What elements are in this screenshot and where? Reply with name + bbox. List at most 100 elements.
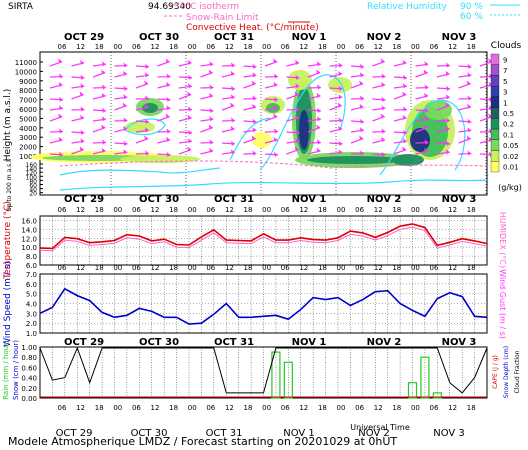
day-label: NOV 1 — [292, 337, 327, 348]
wind-barb-head — [122, 102, 127, 108]
hour-tick-label: 06 — [132, 404, 141, 412]
y-tick-label: 4.0 — [26, 301, 37, 309]
rain-bar — [420, 356, 430, 399]
wind-barb-head — [381, 81, 386, 87]
wind-barb-head — [424, 147, 429, 153]
colorbar-tick-label: 1 — [503, 99, 507, 107]
wind-barb-head — [445, 94, 450, 100]
wind-barb-head — [381, 73, 386, 79]
wind-barb-head — [58, 105, 63, 111]
hour-tick-label: 18 — [95, 206, 104, 214]
day-label-bottom: OCT 30 — [131, 428, 168, 439]
wind-barb-head — [187, 129, 192, 135]
wind-barb-head — [123, 125, 128, 131]
wind-barb-head — [251, 80, 256, 86]
wind-barb-head — [273, 73, 278, 79]
wind-barb-head — [467, 127, 472, 133]
wind-barb-head — [166, 105, 171, 111]
wind-barb-head — [187, 91, 192, 97]
hour-tick-label: 00 — [188, 264, 197, 272]
wind-barb-head — [58, 128, 63, 134]
day-label-bottom: NOV 2 — [358, 428, 390, 439]
hour-tick-label: 12 — [76, 264, 85, 272]
wind-barb-head — [144, 80, 149, 86]
isotherm-line — [59, 160, 488, 169]
wind-barb-head — [123, 117, 128, 123]
wind-barb-head — [101, 84, 106, 90]
rh-contour — [124, 118, 166, 136]
wind-barb-head — [359, 95, 364, 101]
day-label: NOV 1 — [292, 32, 327, 43]
day-label: NOV 3 — [442, 337, 477, 348]
wind-barb-head — [208, 124, 213, 130]
wind-barb-head — [166, 128, 171, 134]
wind-barb-head — [58, 96, 63, 102]
hour-tick-label: 18 — [467, 404, 476, 412]
hour-tick-label: 18 — [318, 264, 327, 272]
height-tick-label: 7000 — [19, 97, 37, 105]
hour-tick-label: 18 — [392, 43, 401, 51]
colorbar-tick-label: 7 — [503, 67, 507, 75]
hour-tick-label: 06 — [355, 404, 364, 412]
wind-barb-head — [381, 128, 386, 134]
cloud-blob — [288, 70, 312, 90]
wind-barb-head — [101, 107, 106, 113]
hour-tick-label: 06 — [281, 43, 290, 51]
wind-barb-head — [101, 69, 106, 75]
height-tick-label: 100 — [26, 174, 38, 181]
hour-tick-label: 12 — [374, 206, 383, 214]
wind-barb-head — [402, 114, 407, 120]
wind-barb-head — [338, 70, 343, 76]
colorbar-swatch — [490, 118, 500, 130]
hour-tick-label: 06 — [58, 43, 67, 51]
rh-contour — [379, 99, 466, 176]
hour-tick-label: 18 — [467, 43, 476, 51]
windgust-axis-label: Wind Gust (m / s) — [498, 269, 507, 339]
height-axis-label: Height (m a.s.l.) — [3, 89, 13, 162]
hour-tick-label: 06 — [430, 404, 439, 412]
hour-tick-label: 18 — [169, 43, 178, 51]
cloudfraction-axis-label: Cloud Fraction — [514, 350, 521, 393]
wind-barb-head — [295, 106, 300, 112]
y-tick-label: 8.0 — [26, 253, 37, 261]
rain-bar — [407, 382, 418, 399]
y-tick-label: 12.0 — [21, 235, 37, 243]
cloud-blob — [307, 156, 403, 164]
hour-tick-label: 06 — [355, 206, 364, 214]
wind-barb-head — [58, 73, 63, 79]
wind-barb-head — [79, 91, 84, 97]
y-tick-label: 1.00 — [21, 344, 37, 352]
wind-barb-head — [402, 59, 407, 65]
rain-bar — [283, 361, 293, 399]
wind-barb-head — [316, 139, 321, 145]
wind-barb-head — [402, 129, 407, 135]
cloud-fraction-line — [39, 346, 488, 394]
hour-tick-label: 18 — [392, 404, 401, 412]
colorbar-tick-label: 0.05 — [503, 142, 519, 150]
height-tick-label: 80 — [29, 178, 37, 185]
wind-barb-head — [252, 127, 257, 133]
hour-tick-label: 12 — [225, 264, 234, 272]
wind-barb-head — [381, 105, 386, 111]
wind-barb-head — [316, 69, 321, 75]
wind-barb-head — [338, 149, 343, 155]
hour-tick-label: 12 — [151, 43, 160, 51]
y-tick-label: 7.0 — [26, 271, 37, 279]
day-label-bottom: OCT 29 — [56, 428, 93, 439]
wind-barb-head — [273, 151, 278, 157]
legend-isotherm: 0°C isotherm — [180, 2, 239, 12]
y-tick-label: 5.0 — [26, 291, 37, 299]
hour-tick-label: 00 — [188, 43, 197, 51]
wind-barb-head — [316, 61, 321, 67]
height-tick-label: 160 — [26, 162, 38, 169]
wind-barb-head — [252, 95, 257, 101]
wind-barb-head — [80, 59, 85, 65]
day-label: OCT 30 — [139, 337, 179, 348]
hour-tick-label: 06 — [355, 43, 364, 51]
hour-tick-label: 18 — [95, 264, 104, 272]
y-tick-label: 3.0 — [26, 310, 37, 318]
hour-tick-label: 06 — [206, 264, 215, 272]
hour-tick-label: 00 — [113, 43, 122, 51]
hour-tick-label: 06 — [206, 206, 215, 214]
day-label: OCT 30 — [139, 32, 179, 43]
